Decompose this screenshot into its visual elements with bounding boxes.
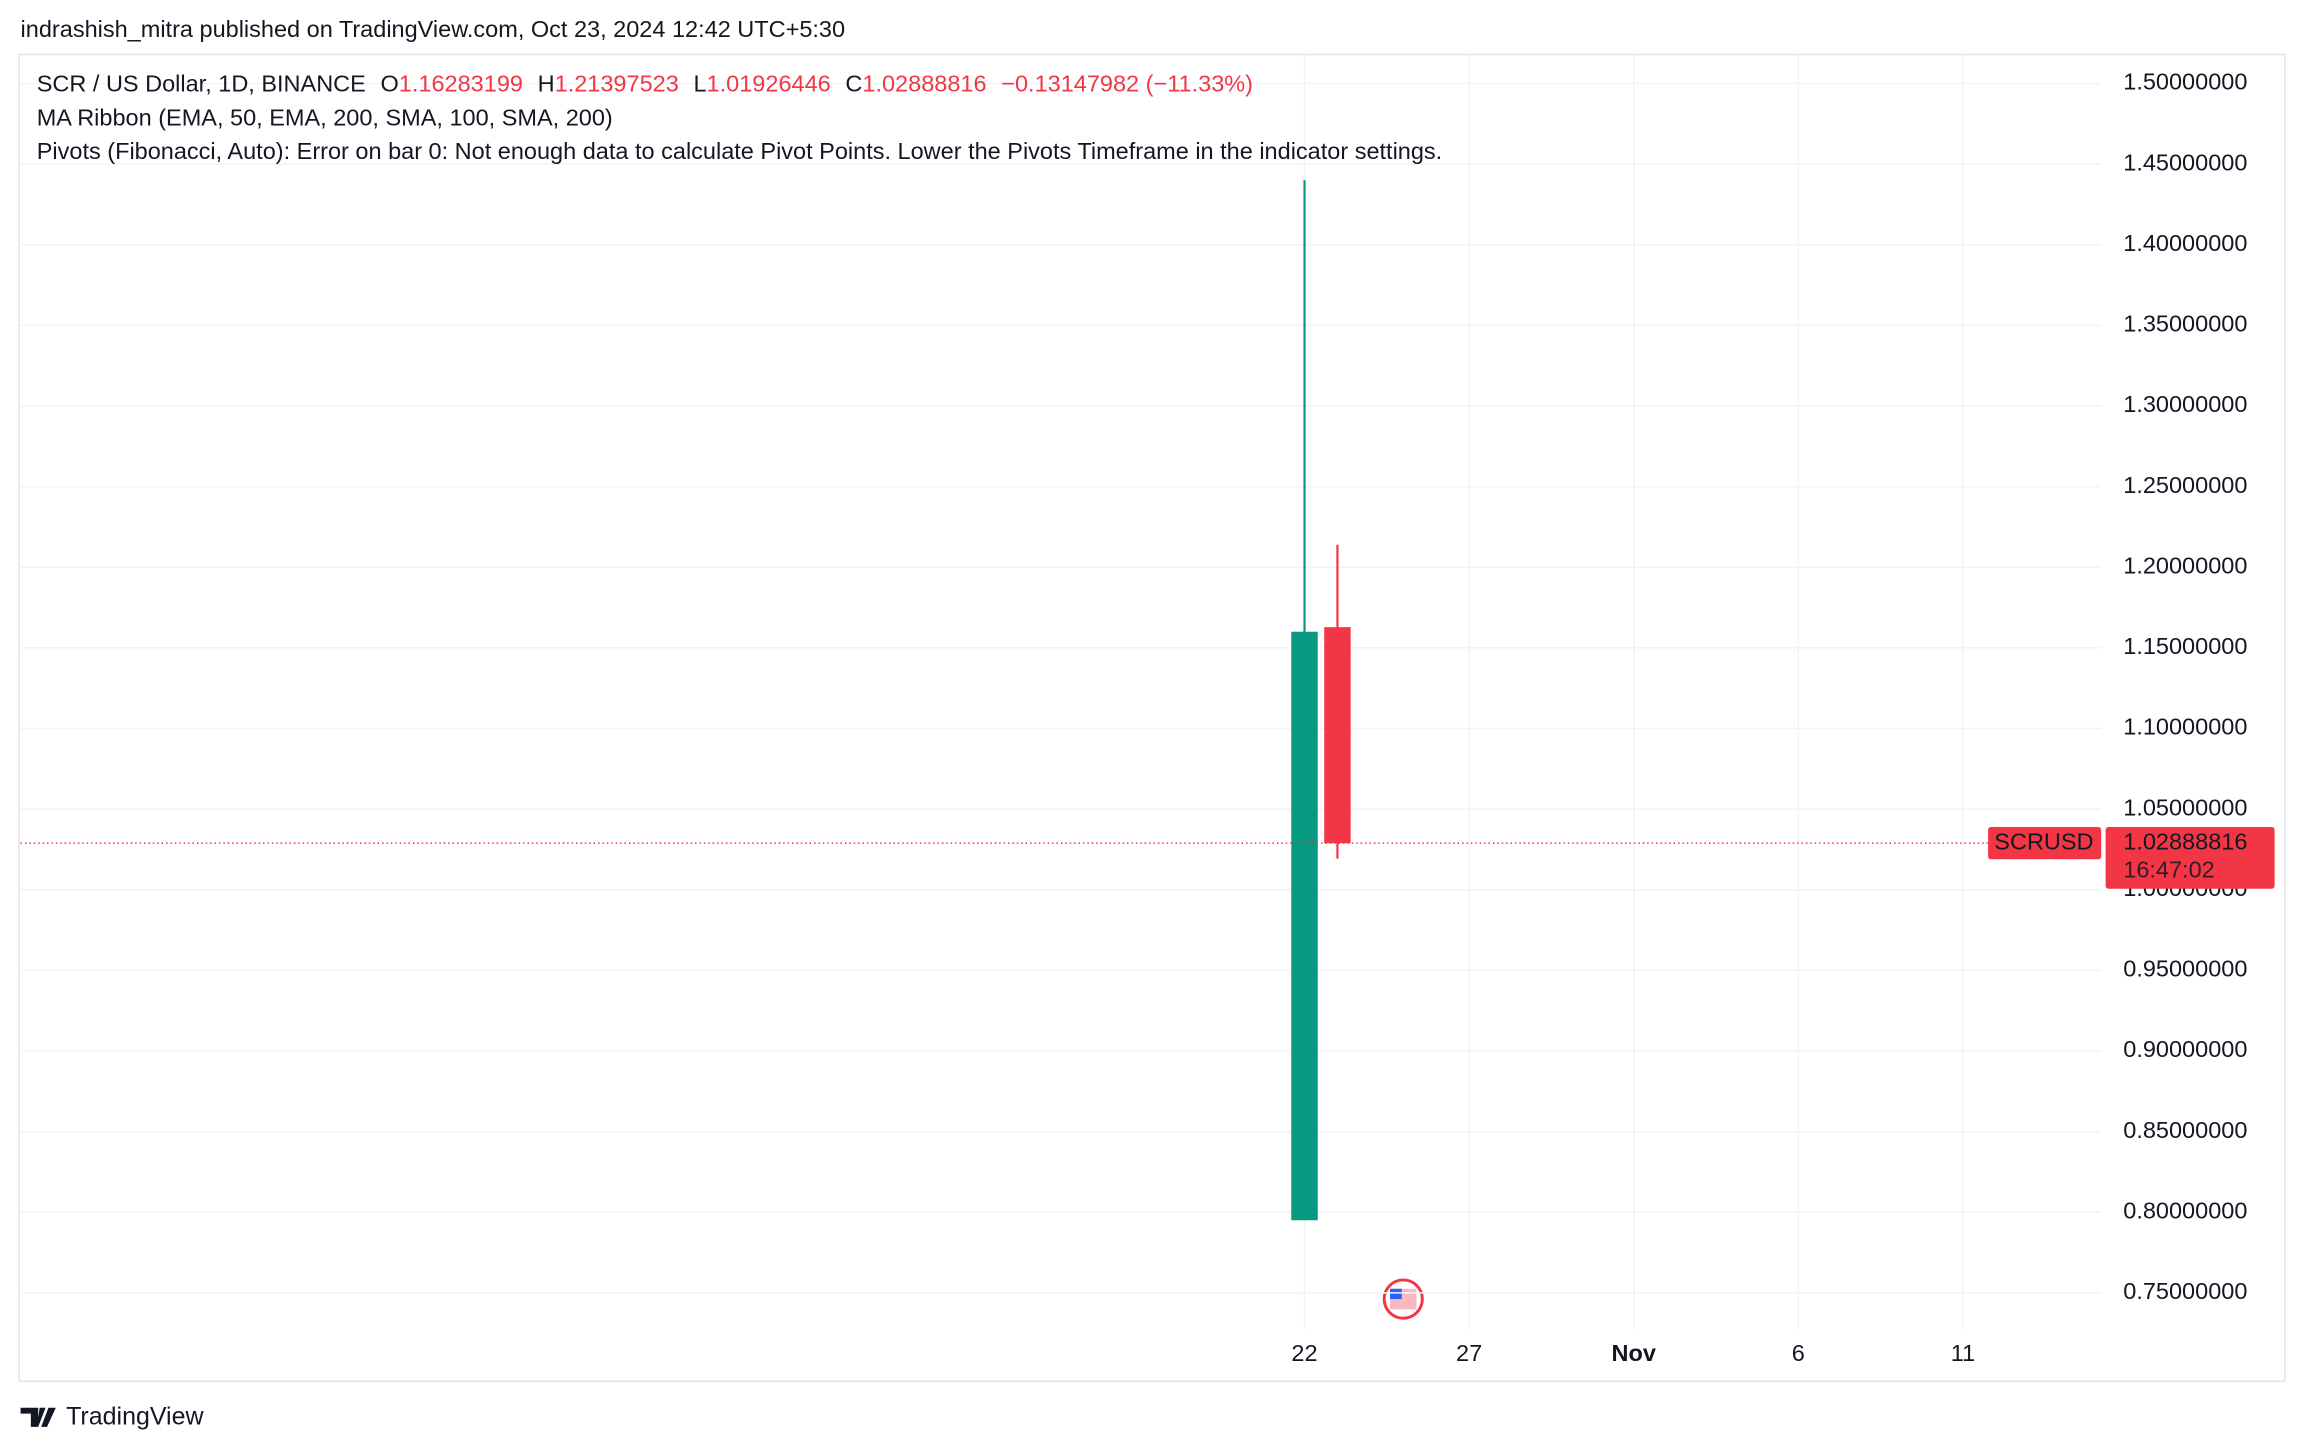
x-tick-label: 27 bbox=[1456, 1340, 1482, 1366]
price-label-bg bbox=[2105, 826, 2275, 889]
change: −0.13147982 (−11.33%) bbox=[1001, 71, 1253, 97]
tradingview-logo: TradingView bbox=[20, 1403, 204, 1431]
y-tick-label: 1.20000000 bbox=[2123, 552, 2247, 578]
footer-brand: TradingView bbox=[66, 1403, 204, 1431]
event-icon bbox=[1382, 1278, 1424, 1320]
ohlc-label: H bbox=[538, 71, 555, 97]
indicator-legend: Pivots (Fibonacci, Auto): Error on bar 0… bbox=[37, 138, 1442, 164]
candle-body bbox=[1324, 627, 1351, 844]
symbol-label-bg bbox=[1988, 826, 2102, 860]
price-label: 1.02888816 bbox=[2123, 828, 2247, 854]
ohlc-label: O bbox=[381, 71, 399, 97]
y-tick-label: 1.15000000 bbox=[2123, 633, 2247, 659]
ohlc-value: 1.01926446 bbox=[707, 71, 831, 97]
y-tick-label: 1.45000000 bbox=[2123, 149, 2247, 175]
y-tick-label: 0.95000000 bbox=[2123, 956, 2247, 982]
legend: SCR / US Dollar, 1D, BINANCE O1.16283199 H… bbox=[37, 71, 1253, 97]
y-tick-label: 1.30000000 bbox=[2123, 391, 2247, 417]
y-tick-label: 1.50000000 bbox=[2123, 69, 2247, 95]
countdown-label: 16:47:02 bbox=[2123, 856, 2214, 882]
y-tick-label: 1.25000000 bbox=[2123, 472, 2247, 498]
y-tick-label: 0.75000000 bbox=[2123, 1278, 2247, 1304]
chart-frame bbox=[18, 53, 2286, 1383]
y-tick-label: 0.85000000 bbox=[2123, 1117, 2247, 1143]
ohlc-value: 1.16283199 bbox=[399, 71, 523, 97]
y-tick-label: 0.90000000 bbox=[2123, 1036, 2247, 1062]
ohlc-label: C bbox=[845, 71, 862, 97]
symbol-label: SCRUSD bbox=[1994, 828, 2093, 854]
x-tick-label: 22 bbox=[1291, 1340, 1317, 1366]
y-tick-label: 1.05000000 bbox=[2123, 794, 2247, 820]
publish-header: indrashish_mitra published on TradingVie… bbox=[21, 16, 846, 42]
y-tick-label: 0.80000000 bbox=[2123, 1197, 2247, 1223]
ohlc-value: 1.21397523 bbox=[555, 71, 679, 97]
candle-body bbox=[1291, 631, 1318, 1221]
indicator-legend: MA Ribbon (EMA, 50, EMA, 200, SMA, 100, … bbox=[37, 104, 613, 130]
ohlc-value: 1.02888816 bbox=[862, 71, 986, 97]
y-tick-label: 1.35000000 bbox=[2123, 311, 2247, 337]
x-tick-label: Nov bbox=[1612, 1340, 1656, 1366]
x-tick-label: 11 bbox=[1951, 1340, 1975, 1366]
x-tick-label: 6 bbox=[1792, 1340, 1805, 1366]
y-tick-label: 1.10000000 bbox=[2123, 714, 2247, 740]
y-tick-label: 1.40000000 bbox=[2123, 230, 2247, 256]
legend-title: SCR / US Dollar, 1D, BINANCE bbox=[37, 71, 366, 97]
ohlc-label: L bbox=[693, 71, 706, 97]
